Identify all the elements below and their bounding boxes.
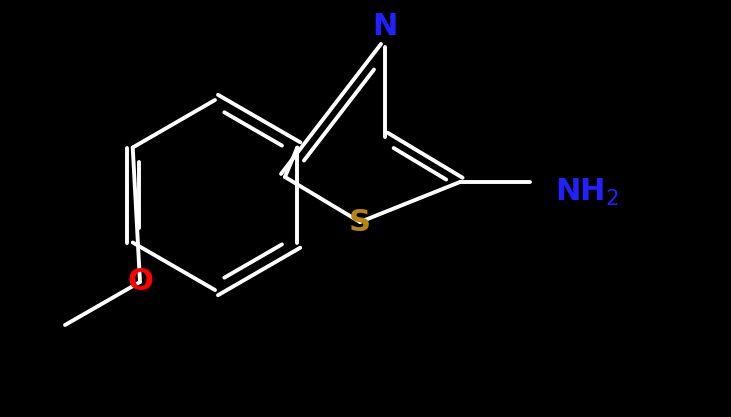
Text: N: N: [372, 12, 398, 41]
Text: NH$_2$: NH$_2$: [555, 176, 619, 208]
Text: S: S: [349, 208, 371, 236]
Text: O: O: [127, 267, 153, 296]
